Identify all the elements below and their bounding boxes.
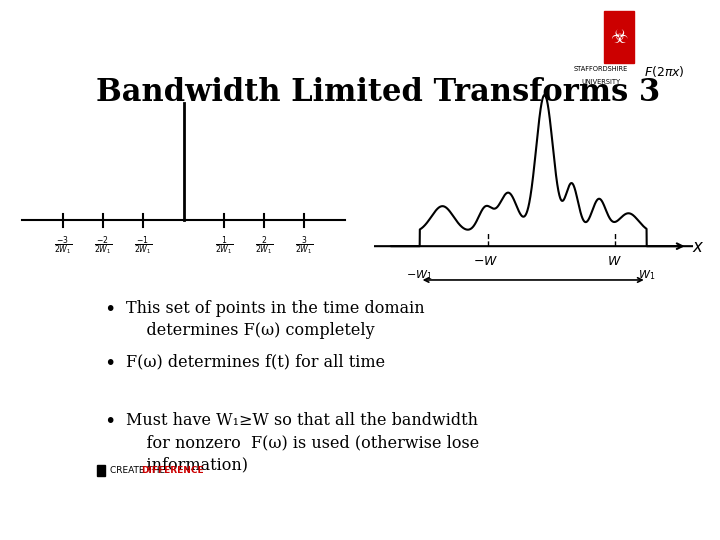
Text: •: • bbox=[104, 354, 115, 373]
Text: Bandwidth Limited Transforms 3: Bandwidth Limited Transforms 3 bbox=[96, 77, 660, 109]
Text: STAFFORDSHIRE: STAFFORDSHIRE bbox=[574, 66, 629, 72]
Bar bbox=[96, 465, 104, 476]
Text: DIFFERENCE: DIFFERENCE bbox=[141, 465, 204, 475]
Text: $\frac{-1}{2W_1}$: $\frac{-1}{2W_1}$ bbox=[134, 234, 153, 256]
Text: Must have W₁≥W so that all the bandwidth
    for nonzero  F(ω) is used (otherwis: Must have W₁≥W so that all the bandwidth… bbox=[126, 412, 480, 474]
Text: $-W_1$: $-W_1$ bbox=[407, 268, 433, 282]
Text: F(ω) determines f(t) for all time: F(ω) determines f(t) for all time bbox=[126, 354, 385, 371]
Text: $\frac{1}{2W_1}$: $\frac{1}{2W_1}$ bbox=[215, 234, 233, 256]
Text: ☣: ☣ bbox=[611, 28, 628, 47]
Text: UNIVERSITY: UNIVERSITY bbox=[582, 79, 621, 85]
Text: This set of points in the time domain
    determines F(ω) completely: This set of points in the time domain de… bbox=[126, 300, 425, 339]
Text: $W_1$: $W_1$ bbox=[638, 268, 655, 282]
Text: $W$: $W$ bbox=[608, 255, 622, 268]
Text: $x$: $x$ bbox=[692, 239, 704, 256]
Text: $-W$: $-W$ bbox=[473, 255, 498, 268]
Text: $\frac{-2}{2W_1}$: $\frac{-2}{2W_1}$ bbox=[94, 234, 112, 256]
Text: $\frac{3}{2W_1}$: $\frac{3}{2W_1}$ bbox=[295, 234, 314, 256]
Bar bbox=[605, 11, 634, 63]
Text: CREATE THE: CREATE THE bbox=[110, 465, 168, 475]
Text: •: • bbox=[104, 412, 115, 431]
Text: $\frac{2}{2W_1}$: $\frac{2}{2W_1}$ bbox=[255, 234, 274, 256]
Text: •: • bbox=[104, 300, 115, 319]
Text: $\frac{-3}{2W_1}$: $\frac{-3}{2W_1}$ bbox=[53, 234, 72, 256]
Text: $F(2\pi x)$: $F(2\pi x)$ bbox=[644, 64, 685, 79]
